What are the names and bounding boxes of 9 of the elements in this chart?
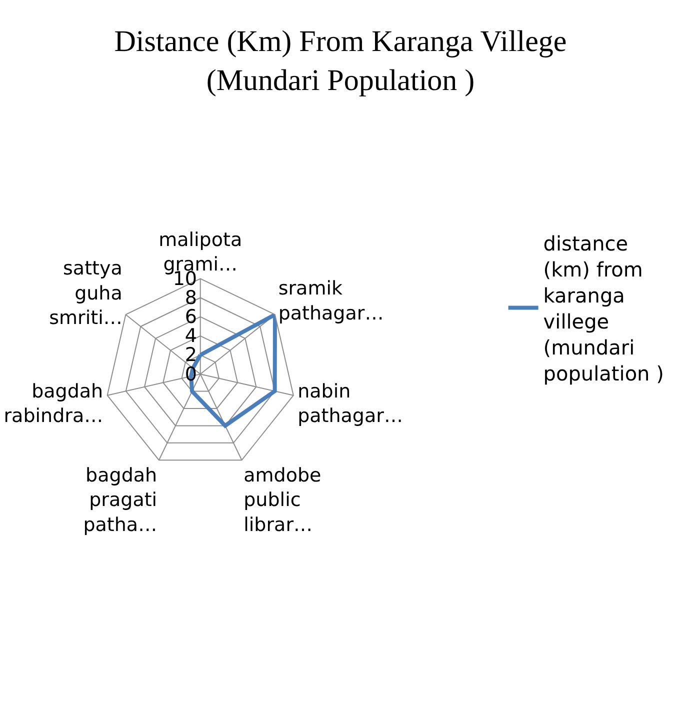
legend-label: distance (km) from karanga villege (mundari population ): [543, 232, 664, 386]
spoke-label: sramik pathagar…: [278, 278, 384, 324]
spoke-label: nabin pathagar…: [298, 380, 403, 428]
spoke-label: amdobe public librar…: [244, 464, 322, 536]
chart-title: Distance (Km) From Karanga Villege (Mundari Population ): [114, 24, 567, 97]
spoke-label: sattya guha smriti…: [49, 258, 122, 330]
spoke-label: bagdah pragati patha…: [83, 464, 158, 536]
y-tick-label: 8: [184, 286, 197, 309]
spoke-label: bagdah rabindra…: [4, 380, 104, 428]
